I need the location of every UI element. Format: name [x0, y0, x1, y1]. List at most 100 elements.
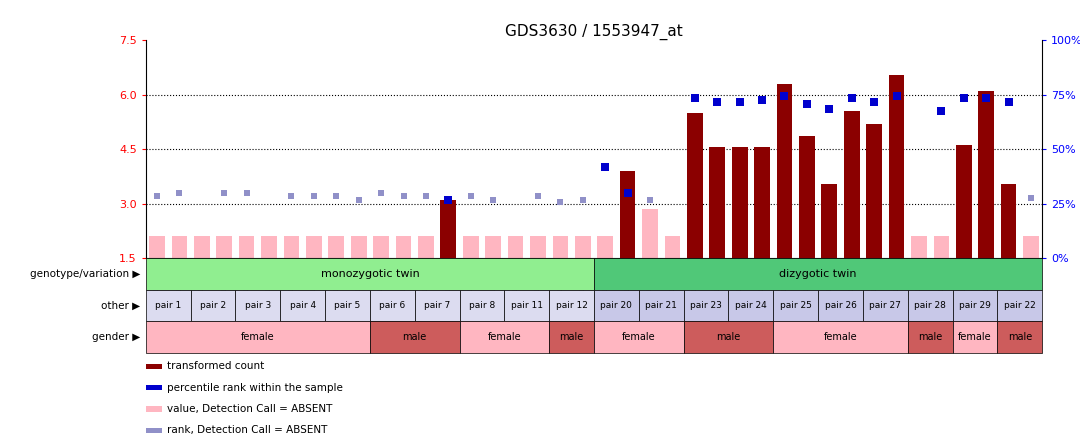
Text: male: male — [716, 332, 741, 342]
Bar — [284, 236, 299, 258]
Bar — [889, 75, 904, 258]
Bar — [235, 290, 281, 321]
Bar — [594, 321, 684, 353]
Text: pair 6: pair 6 — [379, 301, 405, 310]
Bar — [370, 321, 460, 353]
Text: rank, Detection Call = ABSENT: rank, Detection Call = ABSENT — [167, 425, 327, 435]
Text: pair 23: pair 23 — [690, 301, 723, 310]
Text: pair 2: pair 2 — [200, 301, 226, 310]
Bar — [998, 290, 1042, 321]
Bar — [194, 236, 210, 258]
Text: monozygotic twin: monozygotic twin — [321, 269, 419, 279]
Text: pair 3: pair 3 — [245, 301, 271, 310]
Text: female: female — [241, 332, 274, 342]
Text: pair 28: pair 28 — [914, 301, 946, 310]
Bar — [415, 290, 460, 321]
Bar — [684, 321, 773, 353]
Bar — [956, 146, 972, 258]
Bar — [191, 290, 235, 321]
Bar — [664, 236, 680, 258]
Bar — [1023, 236, 1039, 258]
Bar — [441, 200, 456, 258]
Bar — [822, 184, 837, 258]
Bar — [216, 236, 232, 258]
Bar — [1001, 184, 1016, 258]
Bar — [530, 236, 545, 258]
Bar — [553, 236, 568, 258]
Bar — [575, 236, 591, 258]
Bar — [639, 290, 684, 321]
Bar — [908, 290, 953, 321]
Bar — [933, 236, 949, 258]
Bar — [643, 209, 658, 258]
Bar — [261, 236, 276, 258]
Text: pair 5: pair 5 — [335, 301, 361, 310]
Text: female: female — [622, 332, 656, 342]
Bar — [597, 236, 613, 258]
Text: pair 1: pair 1 — [156, 301, 181, 310]
Bar — [146, 290, 191, 321]
Bar — [754, 147, 770, 258]
Bar — [620, 171, 635, 258]
Bar — [978, 91, 994, 258]
Text: pair 20: pair 20 — [600, 301, 633, 310]
Text: dizygotic twin: dizygotic twin — [780, 269, 856, 279]
Text: transformed count: transformed count — [167, 361, 265, 371]
Bar — [866, 123, 882, 258]
Text: percentile rank within the sample: percentile rank within the sample — [167, 383, 343, 392]
Text: male: male — [918, 332, 942, 342]
Text: pair 27: pair 27 — [869, 301, 902, 310]
Bar — [799, 136, 814, 258]
Text: male: male — [559, 332, 583, 342]
Text: male: male — [403, 332, 427, 342]
Text: pair 11: pair 11 — [511, 301, 543, 310]
Bar — [777, 83, 793, 258]
Text: male: male — [1008, 332, 1031, 342]
Bar — [953, 321, 998, 353]
Text: pair 26: pair 26 — [824, 301, 856, 310]
Text: female: female — [487, 332, 522, 342]
Bar — [325, 290, 369, 321]
Title: GDS3630 / 1553947_at: GDS3630 / 1553947_at — [505, 24, 683, 40]
Bar — [684, 290, 729, 321]
Bar — [594, 290, 639, 321]
Text: pair 12: pair 12 — [555, 301, 588, 310]
Text: pair 21: pair 21 — [645, 301, 677, 310]
Bar — [281, 290, 325, 321]
Bar — [463, 236, 478, 258]
Bar — [908, 321, 953, 353]
Text: pair 8: pair 8 — [469, 301, 495, 310]
Bar — [508, 236, 524, 258]
Bar — [328, 236, 345, 258]
Bar — [729, 290, 773, 321]
Bar — [773, 321, 908, 353]
Bar — [418, 236, 434, 258]
Bar — [550, 290, 594, 321]
Bar — [460, 321, 550, 353]
Bar — [504, 290, 550, 321]
Bar — [351, 236, 366, 258]
Bar — [172, 236, 187, 258]
Bar — [370, 290, 415, 321]
Text: pair 29: pair 29 — [959, 301, 991, 310]
Bar — [953, 290, 998, 321]
Bar — [843, 111, 860, 258]
Bar — [550, 321, 594, 353]
Text: gender ▶: gender ▶ — [92, 332, 140, 342]
Bar — [863, 290, 908, 321]
Bar — [146, 321, 369, 353]
Bar — [912, 236, 927, 258]
Text: pair 22: pair 22 — [1004, 301, 1036, 310]
Text: pair 25: pair 25 — [780, 301, 812, 310]
Bar — [687, 113, 703, 258]
Bar — [239, 236, 255, 258]
Bar — [732, 147, 747, 258]
Bar — [374, 236, 389, 258]
Text: genotype/variation ▶: genotype/variation ▶ — [30, 269, 140, 279]
Bar — [306, 236, 322, 258]
Bar — [773, 290, 819, 321]
Bar — [594, 258, 1042, 290]
Bar — [146, 258, 594, 290]
Text: female: female — [824, 332, 858, 342]
Bar — [460, 290, 504, 321]
